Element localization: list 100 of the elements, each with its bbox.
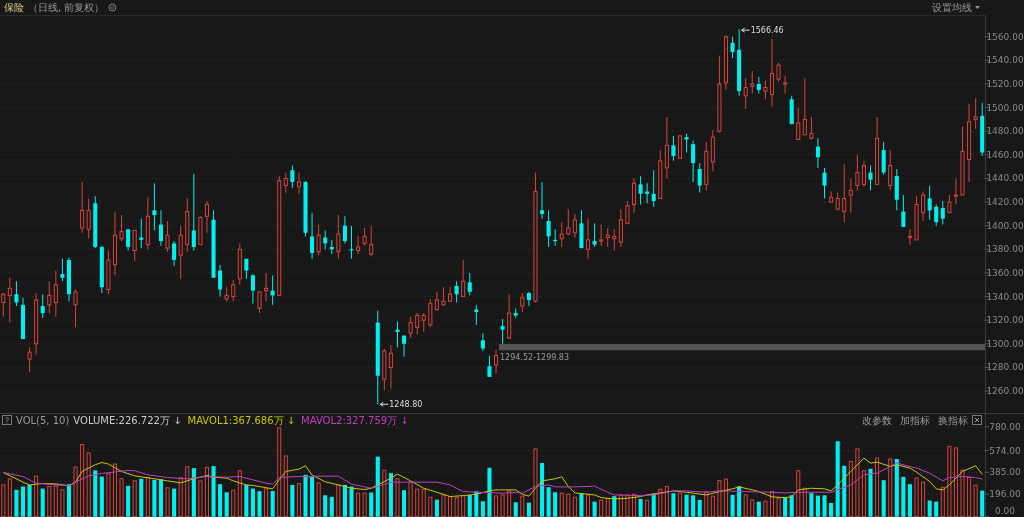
bar [270,490,275,517]
bar [172,488,177,517]
candlestick [408,316,413,339]
candlestick [973,97,978,130]
bar [342,484,347,517]
bar [218,484,223,517]
y-tick-label: 1320.00 [986,315,1024,326]
bar [395,478,400,517]
bar [697,499,702,517]
bar [809,493,814,517]
bar [815,495,820,517]
bar [415,488,420,517]
bar [927,500,932,517]
bar [388,473,393,517]
candlestick [684,133,689,153]
candlestick [454,280,459,303]
candlestick [53,270,58,318]
bar [428,496,433,517]
bar [191,468,196,517]
bar [277,427,282,517]
candlestick [796,107,801,141]
text: MAVOL2:327.759万 ↓ [301,415,409,426]
bar [152,479,157,517]
candlestick [776,62,781,83]
bar [369,492,374,517]
bar [645,499,650,517]
candlestick [428,298,433,328]
y-tick-label: 574.00 [989,445,1022,456]
bar [513,502,518,517]
candlestick [132,229,137,262]
bar [848,460,853,517]
y-tick-label: 1460.00 [986,149,1024,160]
y-tick-label: 1560.00 [986,31,1024,42]
bar [93,470,98,517]
candlestick [934,203,939,227]
annotation: 1566.46 [750,26,784,36]
bar [73,466,78,517]
bar [480,501,485,517]
candlestick [178,225,183,280]
bar [158,479,163,517]
candlestick [191,173,196,252]
bar [1,484,6,517]
candlestick [645,182,650,204]
y-tick-label: 1500.00 [986,102,1024,113]
candlestick [165,220,170,253]
bar [198,480,203,517]
bar [914,477,919,517]
bar [27,484,32,517]
y-tick-label: 1360.00 [986,267,1024,278]
candlestick [802,77,807,136]
bar [80,444,85,517]
candlestick [172,240,177,267]
bar [382,469,387,517]
bar [99,476,104,517]
bar [559,492,564,517]
candlestick [342,215,347,244]
bar [592,501,597,517]
candlestick [500,318,505,345]
annotation: 改参数 [862,415,892,426]
candlestick [940,200,945,226]
candlestick [894,168,899,211]
candlestick [204,200,209,234]
bar [47,486,52,517]
bar [296,483,301,517]
candlestick [40,293,45,319]
bar [664,486,669,517]
candlestick [743,77,748,110]
bar [349,486,354,517]
chart-title: VOL(5, 10) [16,415,70,426]
candlestick [664,116,669,179]
bar [737,486,742,517]
bar [434,499,439,517]
bar [533,448,538,517]
candlestick [80,181,85,234]
candlestick [631,177,637,214]
y-tick-label: 1380.00 [986,244,1024,255]
bar [605,498,610,517]
candlestick [809,116,814,141]
candlestick [618,208,623,248]
bar [53,485,58,517]
bar [448,496,453,517]
candlestick [907,228,912,246]
bar [461,495,466,517]
y-tick-label: 1280.00 [986,362,1024,373]
bar [500,494,505,517]
bar [789,495,794,517]
bar [139,478,144,517]
bar [671,493,676,517]
bar [329,496,334,517]
bar [953,447,958,517]
candlestick [927,185,932,221]
bar [585,494,591,517]
candlestick [218,264,223,298]
bar [454,497,459,517]
candlestick [86,198,91,240]
candlestick [316,224,321,256]
bar [658,488,663,517]
candlestick [434,291,439,312]
bar [566,493,571,517]
y-tick-label: 0.00 [994,506,1016,516]
